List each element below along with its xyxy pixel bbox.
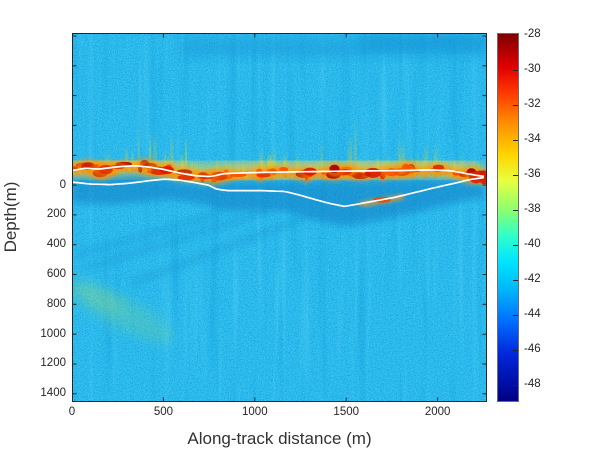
colorbar-tick-label: -46	[524, 343, 541, 356]
echogram-plot	[72, 33, 487, 402]
x-tick-label: 0	[68, 406, 76, 418]
x-tick-label: 500	[153, 406, 173, 418]
colorbar-tick	[513, 385, 518, 386]
colorbar-tick-label: -36	[524, 168, 541, 181]
y-tick-label: 1200	[40, 357, 66, 370]
colorbar-tick	[513, 245, 518, 247]
colorbar-tick	[513, 175, 518, 177]
colorbar-tick-label: -44	[524, 308, 541, 321]
colorbar-tick-label: -32	[524, 98, 541, 111]
colorbar-tick-label: -30	[524, 63, 541, 76]
y-tick-label: 1400	[40, 387, 66, 400]
colorbar-tick	[513, 280, 518, 282]
y-tick-label: 800	[46, 297, 66, 310]
colorbar-tick	[513, 70, 518, 72]
colorbar-tick-label: -34	[524, 133, 541, 146]
y-tick-label: 200	[46, 208, 66, 221]
colorbar-tick	[513, 350, 518, 352]
y-tick-label: 600	[46, 268, 66, 281]
y-tick-label: 400	[46, 238, 66, 251]
y-axis-label: Depth(m)	[1, 181, 20, 253]
colorbar-tick	[513, 140, 518, 142]
x-tick-label: 1500	[333, 406, 360, 418]
colorbar-tick-label: -42	[524, 273, 541, 286]
x-tick-label: 2000	[424, 406, 451, 418]
colorbar-tick	[513, 105, 518, 107]
surface-pick-line	[72, 164, 485, 178]
bottom-pick-line	[72, 176, 485, 208]
x-axis-label: Along-track distance (m)	[187, 429, 372, 448]
colorbar-tick-label: -28	[524, 28, 541, 41]
colorbar-tick	[513, 315, 518, 317]
y-tick-label: 0	[59, 178, 66, 191]
colorbar	[497, 33, 519, 402]
y-tick-label: 1000	[40, 327, 66, 340]
colorbar-tick	[513, 35, 518, 37]
colorbar-tick-label: -40	[524, 238, 541, 251]
x-tick-label: 1000	[242, 406, 268, 418]
colorbar-tick	[513, 210, 518, 212]
colorbar-tick-label: -38	[524, 203, 541, 216]
colorbar-tick-label: -48	[524, 378, 541, 390]
